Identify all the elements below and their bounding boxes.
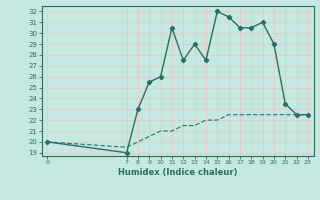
X-axis label: Humidex (Indice chaleur): Humidex (Indice chaleur) (118, 168, 237, 177)
